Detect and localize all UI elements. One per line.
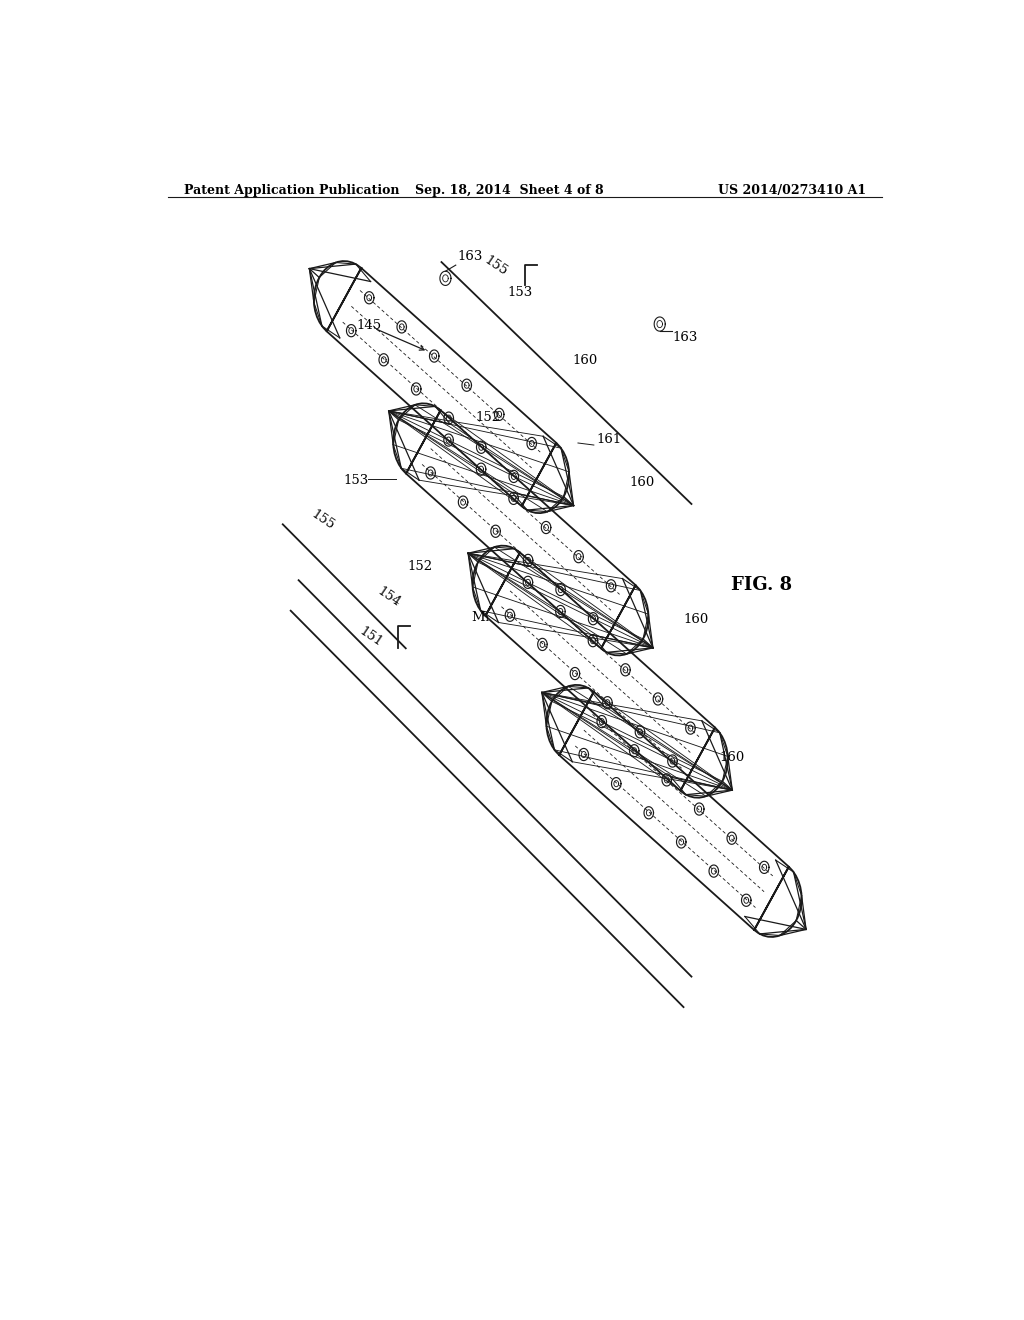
- Text: Patent Application Publication: Patent Application Publication: [183, 183, 399, 197]
- Text: 154: 154: [375, 585, 402, 610]
- Text: 160: 160: [630, 475, 654, 488]
- Text: 152: 152: [408, 560, 432, 573]
- Text: US 2014/0273410 A1: US 2014/0273410 A1: [718, 183, 866, 197]
- Text: 155: 155: [482, 253, 510, 279]
- Text: 152: 152: [475, 411, 501, 424]
- Text: 161: 161: [596, 433, 622, 446]
- Text: 160: 160: [719, 751, 744, 764]
- Text: FIG. 8: FIG. 8: [731, 577, 793, 594]
- Text: 163: 163: [458, 249, 482, 263]
- Text: 155: 155: [309, 508, 337, 533]
- Text: 153: 153: [507, 285, 532, 298]
- Text: M₁: M₁: [471, 611, 489, 624]
- Text: 151: 151: [356, 624, 385, 649]
- Text: 153: 153: [344, 474, 369, 487]
- Text: 163: 163: [673, 331, 697, 345]
- Text: 160: 160: [684, 612, 709, 626]
- Text: 160: 160: [572, 354, 598, 367]
- Text: Sep. 18, 2014  Sheet 4 of 8: Sep. 18, 2014 Sheet 4 of 8: [415, 183, 603, 197]
- Text: 145: 145: [356, 318, 382, 331]
